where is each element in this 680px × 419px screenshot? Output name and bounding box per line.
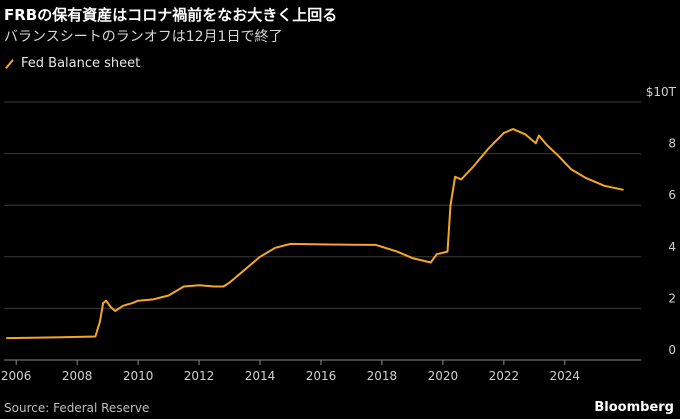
x-tick-label: 2012 (184, 369, 215, 383)
x-axis: 2006 2008 2010 2012 2014 2016 2018 2020 2022 2024 (1, 360, 580, 383)
x-tick-label: 2024 (550, 369, 581, 383)
x-tick-label: 2008 (62, 369, 93, 383)
brand-logo: Bloomberg (594, 400, 674, 415)
y-tick-label: 0 (668, 343, 676, 357)
y-tick-label: $10T (646, 85, 677, 99)
chart-subtitle: バランスシートのランオフは12月1日で終了 (4, 29, 283, 45)
grid (4, 101, 641, 361)
source-note: Source: Federal Reserve (4, 401, 150, 415)
legend-label: Fed Balance sheet (21, 56, 141, 71)
y-tick-label: 4 (668, 240, 676, 254)
chart-title: FRBの保有資産はコロナ禍前をなお大きく上回る (4, 6, 338, 24)
x-tick-label: 2020 (428, 369, 459, 383)
x-tick-label: 2006 (1, 369, 32, 383)
x-tick-label: 2016 (306, 369, 337, 383)
x-tick-label: 2010 (123, 369, 154, 383)
y-tick-label: 2 (668, 291, 676, 305)
x-tick-label: 2014 (245, 369, 276, 383)
x-tick-label: 2018 (367, 369, 398, 383)
legend: Fed Balance sheet (4, 56, 140, 71)
series-line-0 (6, 128, 624, 340)
y-axis: 0 2 4 6 8 $10T (646, 85, 677, 357)
y-tick-label: 8 (668, 137, 676, 151)
x-tick-label: 2022 (489, 369, 520, 383)
y-tick-label: 6 (668, 188, 676, 202)
series (6, 128, 624, 340)
